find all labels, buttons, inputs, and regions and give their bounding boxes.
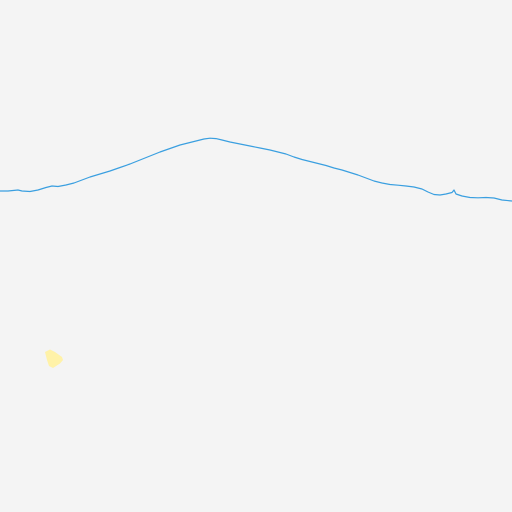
area-feature-marker[interactable] bbox=[45, 349, 63, 369]
river-line bbox=[0, 137, 512, 202]
